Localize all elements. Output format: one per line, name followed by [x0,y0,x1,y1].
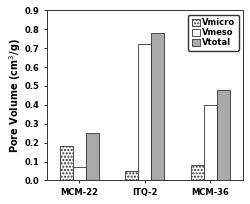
Bar [191,165,204,180]
Bar [73,167,86,180]
Bar [125,171,138,180]
Bar [152,33,164,180]
Bar [86,133,99,180]
Legend: Vmicro, Vmeso, Vtotal: Vmicro, Vmeso, Vtotal [188,15,239,51]
Y-axis label: Pore Volume (cm$^{3}$/g): Pore Volume (cm$^{3}$/g) [7,38,23,153]
Bar [60,146,73,180]
Bar [204,105,217,180]
Bar [217,90,230,180]
Bar [138,44,151,180]
